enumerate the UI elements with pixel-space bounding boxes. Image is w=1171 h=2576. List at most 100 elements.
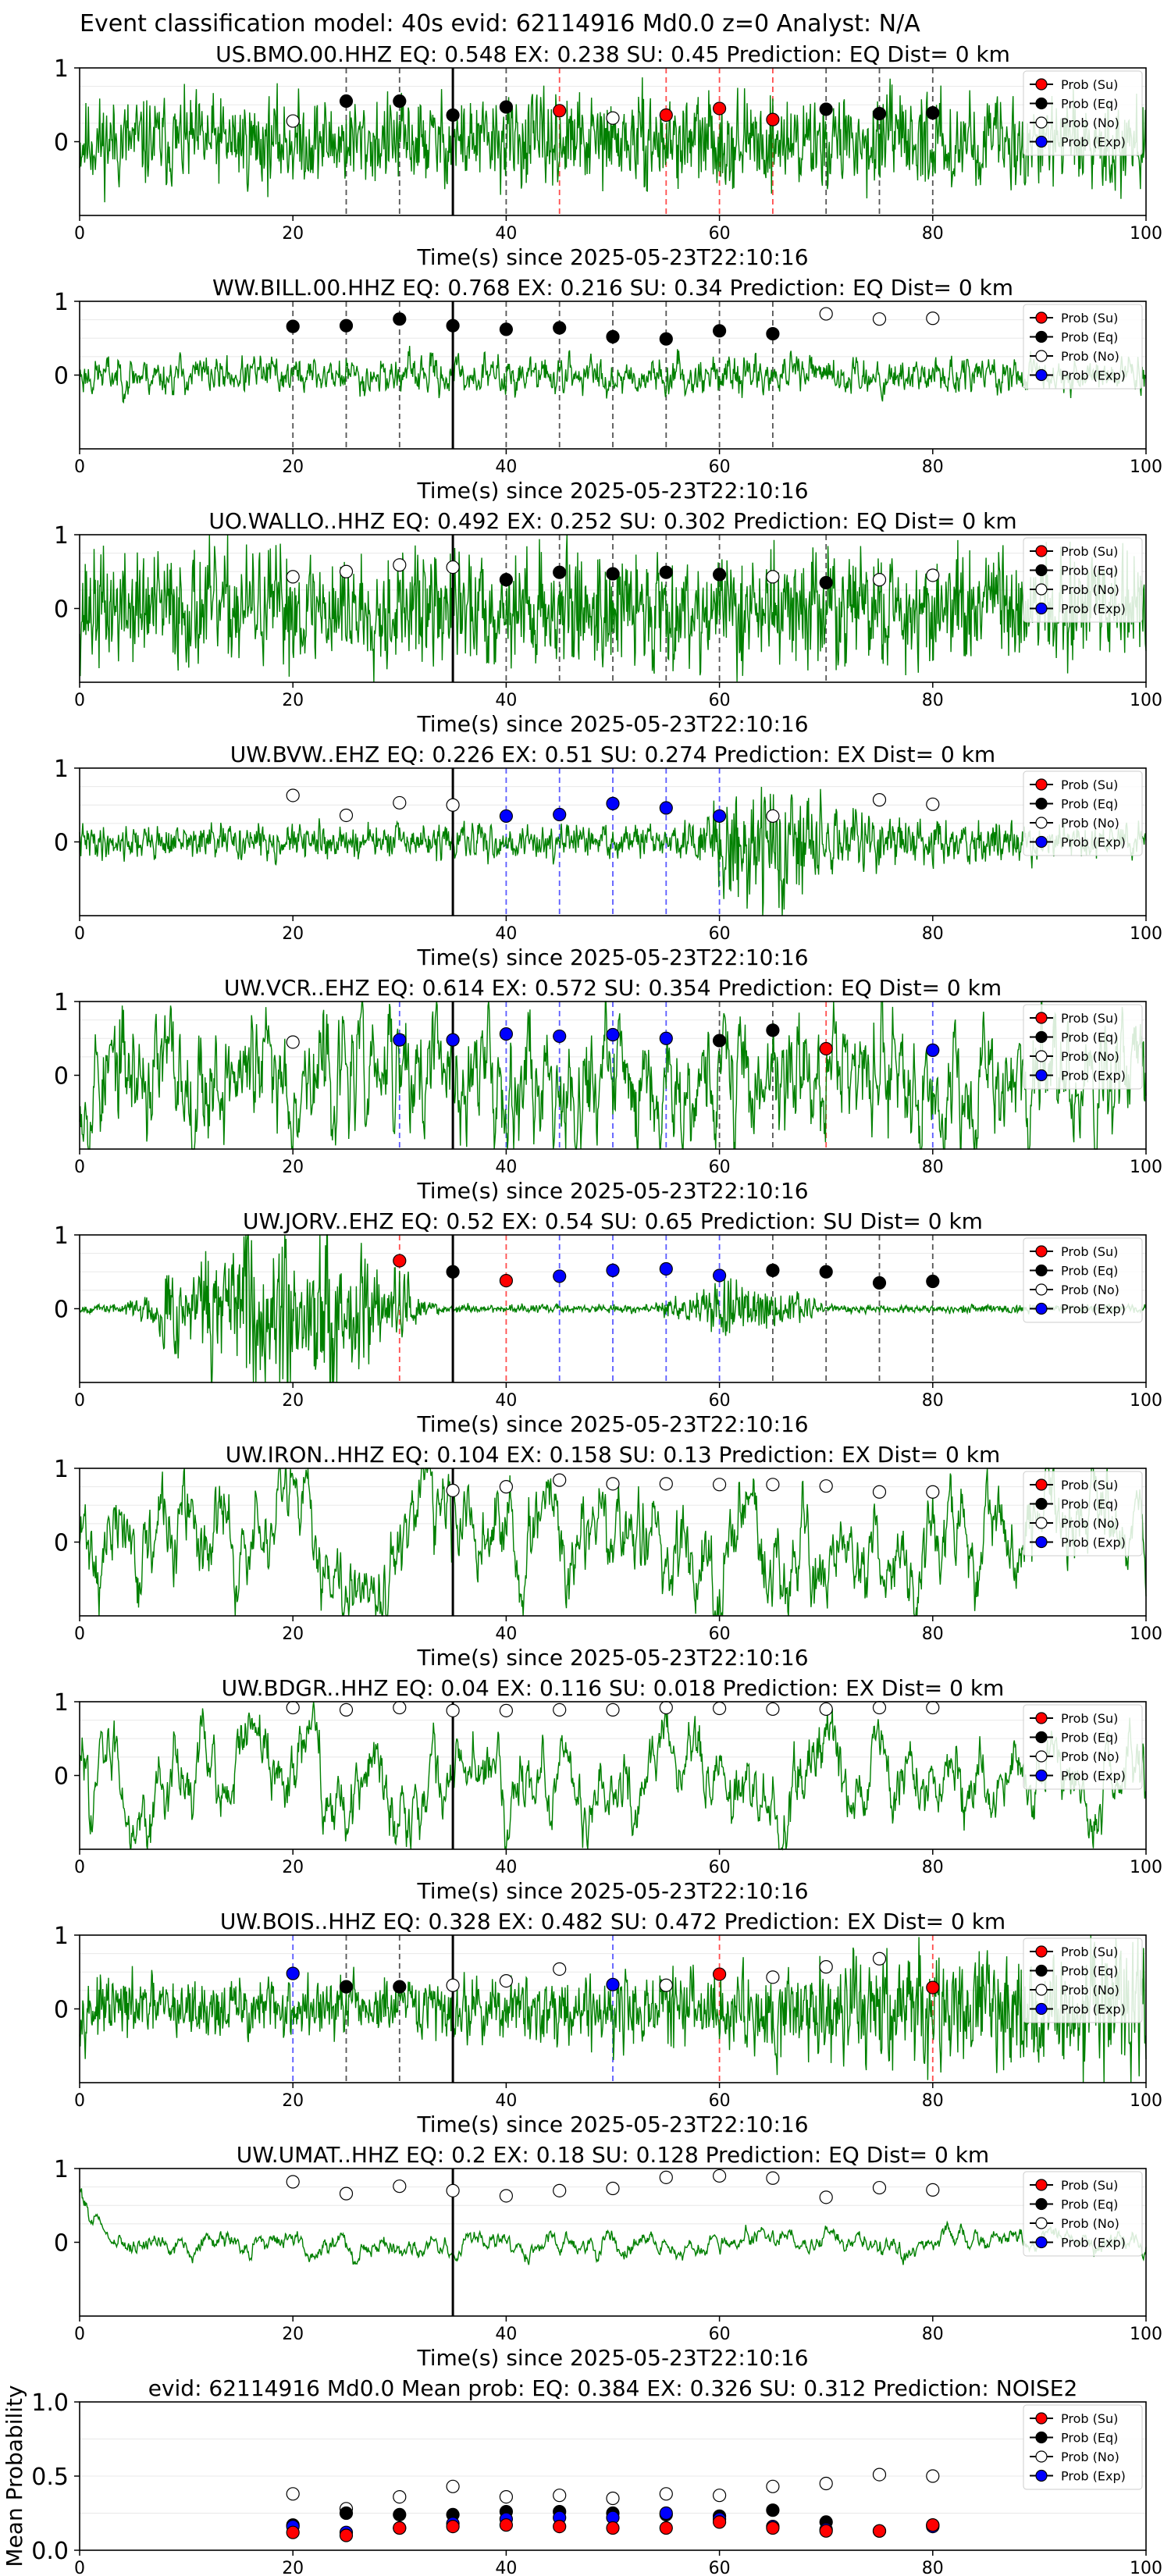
mean-prob-point-no [659,2487,673,2501]
prob-point-su [766,112,780,126]
prob-point-no [926,311,940,326]
x-tick-label: 20 [282,2325,304,2344]
legend-box [1023,2171,1143,2257]
x-tick-label: 100 [1130,224,1162,244]
prob-point-no [446,1978,460,1992]
legend-box [1023,537,1143,623]
mean-prob-point-no [606,2491,620,2506]
prob-point-exp [553,1269,567,1283]
legend-label: Prob (No) [1061,2450,1119,2464]
x-tick-label: 20 [282,1858,304,1877]
legend-box [1023,1471,1143,1557]
legend-label: Prob (Su) [1061,2411,1118,2426]
prob-point-eq [606,329,620,343]
legend-marker-su [1035,1245,1048,1258]
chart-panel-8: UW.BOIS..HHZ EQ: 0.328 EX: 0.482 SU: 0.4… [54,1909,1162,2137]
legend-label: Prob (No) [1061,1049,1119,1064]
x-tick-label: 60 [709,1858,731,1877]
chart-title: UW.JORV..EHZ EQ: 0.52 EX: 0.54 SU: 0.65 … [243,1208,983,1234]
x-tick-label: 40 [495,224,517,244]
x-tick-label: 0 [74,691,85,710]
legend-label: Prob (Exp) [1061,602,1126,617]
legend-marker-su [1035,2179,1048,2191]
legend-marker-eq [1035,564,1048,577]
mean-prob-point-eq [393,2507,407,2521]
waveform-trace [79,2188,1147,2265]
prob-point-eq [819,575,833,590]
legend-marker-exp [1035,2002,1048,2016]
prob-point-eq [499,100,514,114]
legend-label: Prob (No) [1061,1983,1119,1998]
x-tick-label: 60 [709,1158,731,1177]
prob-point-no [819,1960,833,1974]
legend-label: Prob (Exp) [1061,2469,1126,2484]
legend-marker-su [1035,1012,1048,1024]
prob-point-eq [766,1023,780,1037]
chart-panel-4: UW.VCR..EHZ EQ: 0.614 EX: 0.572 SU: 0.35… [54,975,1162,1204]
legend-marker-exp [1035,835,1048,849]
mean-prob-point-su [339,2528,354,2542]
x-tick-label: 40 [495,1158,517,1177]
x-tick-label: 60 [709,224,731,244]
y-tick-label: 0 [54,2230,69,2258]
prob-point-su [712,101,727,116]
legend-label: Prob (Su) [1061,1478,1118,1493]
mean-prob-point-su [926,2518,940,2532]
prob-point-exp [393,1033,407,1047]
legend-label: Prob (Eq) [1061,1964,1118,1979]
plot-frame [79,1468,1147,1617]
y-tick-label: 0 [54,130,69,157]
prob-point-exp [659,801,673,815]
prob-point-no [926,568,940,582]
mean-prob-point-no [446,2479,460,2493]
legend-label: Prob (Su) [1061,311,1118,326]
prob-point-eq [926,1274,940,1289]
mean-prob-point-exp [659,2506,673,2521]
prob-point-exp [446,1033,460,1047]
x-tick-label: 80 [922,2091,944,2111]
prob-point-no [872,2180,887,2195]
x-axis-label: Time(s) since 2025-05-23T22:10:16 [416,1178,808,1204]
x-tick-label: 20 [282,2091,304,2111]
legend-label: Prob (No) [1061,1516,1119,1531]
x-tick-label: 60 [709,2325,731,2344]
waveform-trace [79,1234,1147,1383]
x-tick-label: 100 [1130,2325,1162,2344]
legend-box [1023,1004,1143,1090]
prob-point-eq [819,102,833,116]
prob-point-eq [499,573,514,587]
y-tick-label: 1 [54,522,69,550]
chart-title: UW.IRON..HHZ EQ: 0.104 EX: 0.158 SU: 0.1… [226,1442,1000,1468]
prob-point-exp [712,1268,727,1283]
x-tick-label: 60 [709,1391,731,1411]
legend-marker-no [1035,583,1048,596]
legend-marker-no [1035,1984,1048,1996]
prob-point-no [393,558,407,572]
mean-prob-point-no [926,2469,940,2483]
prob-point-no [606,1477,620,1491]
mean-prob-point-su [499,2518,514,2532]
y-tick-label: 1 [54,2156,69,2183]
plot-frame [79,767,1147,916]
prob-point-no [766,809,780,824]
prob-point-eq [446,1265,460,1279]
prob-point-no [446,798,460,812]
prob-point-no [286,788,300,802]
chart-panel-3: UW.BVW..EHZ EQ: 0.226 EX: 0.51 SU: 0.274… [54,742,1162,970]
x-tick-label: 100 [1130,2559,1162,2576]
x-tick-label: 80 [922,457,944,477]
legend-marker-exp [1035,368,1048,382]
legend-marker-no [1035,2450,1048,2463]
x-tick-label: 40 [495,2559,517,2576]
prob-point-exp [606,1027,620,1042]
legend-marker-su [1035,78,1048,91]
legend-label: Prob (Exp) [1061,835,1126,850]
legend-marker-exp [1035,1769,1048,1782]
legend-marker-no [1035,350,1048,362]
prob-point-no [819,307,833,321]
legend-label: Prob (Exp) [1061,2002,1126,2017]
prob-point-no [712,1701,727,1716]
prob-point-exp [499,809,514,824]
legend-label: Prob (No) [1061,116,1119,130]
prob-point-su [553,104,567,118]
